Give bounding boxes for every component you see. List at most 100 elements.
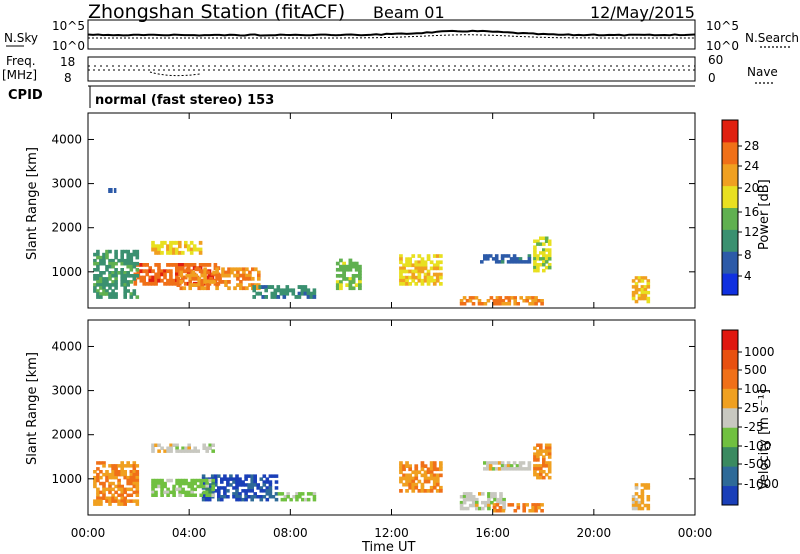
data-cell: [426, 476, 431, 481]
data-cell: [132, 277, 137, 281]
data-cell: [544, 449, 549, 453]
data-cell: [533, 245, 537, 249]
data-cell: [175, 487, 179, 492]
data-cell: [169, 446, 173, 450]
data-cell: [432, 476, 437, 481]
data-cell: [429, 485, 434, 490]
data-cell: [202, 443, 206, 447]
data-cell: [513, 296, 517, 300]
data-cell: [491, 257, 496, 261]
data-cell: [512, 257, 517, 261]
data-cell: [518, 461, 523, 465]
data-cell: [99, 271, 103, 275]
data-cell: [230, 267, 234, 272]
data-cell: [522, 509, 526, 513]
data-cell: [247, 474, 251, 478]
data-cell: [126, 475, 130, 480]
data-cell: [194, 276, 198, 281]
data-cell: [229, 483, 233, 487]
data-cell: [105, 252, 109, 257]
data-cell: [114, 496, 118, 500]
data-cell: [181, 250, 185, 255]
data-cell: [129, 258, 134, 263]
data-cell: [181, 487, 185, 492]
data-cell: [99, 258, 103, 263]
data-cell: [172, 484, 176, 489]
data-cell: [339, 258, 343, 263]
data-cell: [129, 274, 134, 278]
data-cell: [200, 273, 204, 278]
data-cell: [637, 506, 642, 511]
data-cell: [282, 295, 287, 299]
data-cell: [536, 265, 540, 270]
data-cell: [417, 263, 422, 268]
freq-unit-label: [MHz]: [2, 68, 37, 82]
data-cell: [207, 263, 212, 267]
data-cell: [539, 257, 543, 261]
data-cell: [172, 247, 176, 252]
data-cell: [247, 495, 251, 499]
data-cell: [462, 492, 467, 496]
data-cell: [102, 283, 106, 287]
data-cell: [241, 497, 245, 502]
data-cell: [206, 270, 210, 275]
data-cell: [176, 280, 181, 284]
data-cell: [547, 251, 552, 255]
data-cell: [496, 500, 500, 505]
x-tick-label: 12:00: [374, 526, 409, 540]
data-cell: [99, 274, 103, 278]
data-cell: [221, 273, 225, 278]
data-cell: [181, 490, 185, 495]
data-cell: [261, 295, 265, 299]
data-cell: [518, 260, 523, 264]
data-cell: [640, 288, 645, 292]
data-cell: [465, 299, 470, 303]
data-cell: [420, 464, 425, 468]
data-cell: [93, 252, 97, 257]
data-cell: [303, 285, 308, 289]
data-cell: [166, 244, 170, 249]
data-cell: [351, 277, 356, 281]
data-cell: [214, 480, 218, 484]
data-cell: [102, 472, 106, 477]
data-cell: [233, 286, 237, 291]
data-cell: [429, 464, 434, 468]
data-cell: [160, 240, 164, 245]
data-cell: [129, 478, 134, 483]
data-cell: [547, 443, 552, 447]
data-cell: [637, 296, 642, 301]
data-cell: [399, 260, 403, 265]
data-cell: [259, 495, 264, 499]
data-cell: [108, 283, 112, 287]
data-cell: [220, 477, 224, 481]
data-cell: [495, 299, 500, 303]
data-cell: [420, 282, 425, 286]
data-cell: [132, 472, 137, 477]
data-cell: [238, 480, 242, 484]
data-cell: [432, 266, 437, 271]
data-cell: [486, 467, 490, 471]
data-cell: [540, 299, 544, 303]
data-cell: [151, 446, 155, 450]
data-cell: [490, 495, 494, 499]
data-cell: [117, 487, 121, 492]
data-cell: [255, 291, 259, 296]
data-cell: [205, 449, 209, 453]
data-cell: [498, 299, 503, 303]
data-cell: [214, 483, 218, 487]
data-cell: [262, 480, 267, 484]
data-cell: [217, 495, 221, 499]
data-cell: [210, 474, 215, 478]
data-cell: [188, 280, 192, 284]
data-cell: [282, 291, 287, 296]
data-cell: [247, 489, 251, 493]
data-cell: [132, 289, 137, 293]
data-cell: [200, 280, 204, 284]
data-cell: [643, 290, 648, 295]
data-cell: [634, 288, 639, 292]
data-cell: [135, 274, 140, 278]
data-cell: [220, 495, 224, 499]
data-cell: [408, 282, 412, 286]
data-cell: [481, 492, 485, 496]
data-cell: [135, 502, 140, 506]
